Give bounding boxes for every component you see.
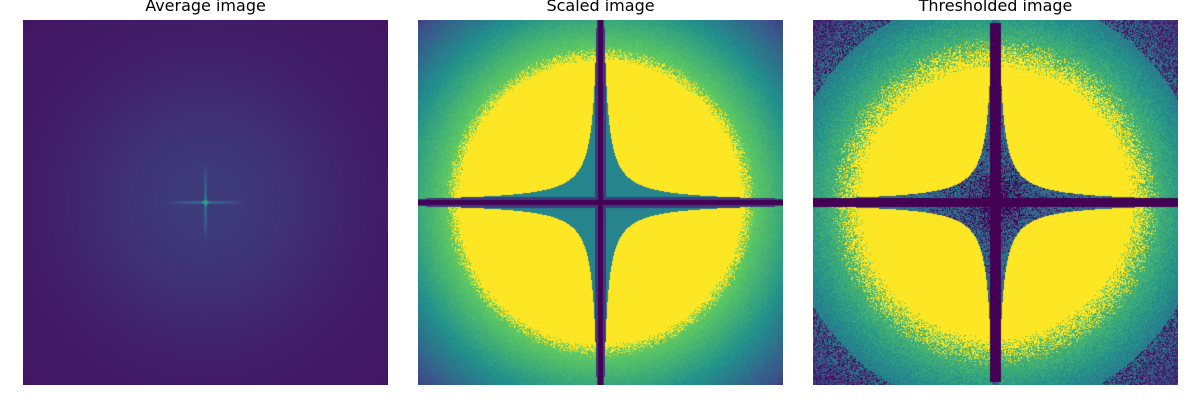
average-image-panel: Average image: [23, 0, 388, 400]
thresholded-image: [813, 20, 1178, 385]
average-image: [23, 20, 388, 385]
scaled-image-panel: Scaled image: [418, 0, 783, 400]
thresholded-image-panel: Thresholded image: [813, 0, 1178, 400]
thresholded-image-title: Thresholded image: [918, 0, 1073, 15]
average-image-title: Average image: [145, 0, 266, 15]
scaled-image: [418, 20, 783, 385]
scaled-image-title: Scaled image: [546, 0, 655, 15]
